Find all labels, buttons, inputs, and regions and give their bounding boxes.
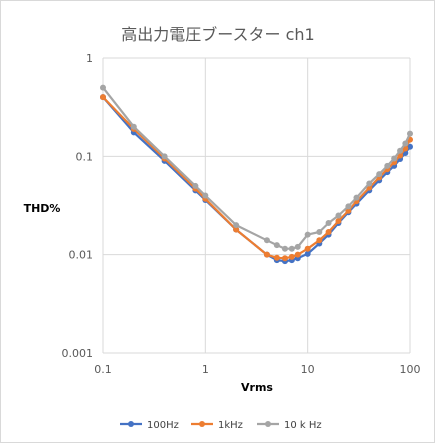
x-tick-label: 10	[301, 363, 315, 376]
data-point	[263, 237, 270, 244]
legend-marker	[199, 421, 205, 427]
y-axis-label: THD%	[24, 202, 61, 215]
legend-item: 1kHz	[191, 420, 243, 431]
legend-marker	[265, 421, 271, 427]
y-tick-label: 0.1	[76, 150, 94, 163]
x-axis-label: Vrms	[241, 381, 273, 394]
data-point	[335, 212, 342, 219]
data-point	[281, 255, 288, 262]
data-point	[304, 250, 311, 257]
data-point	[273, 254, 280, 261]
series-line	[102, 96, 411, 263]
legend-item: 10 k Hz	[257, 420, 322, 431]
data-point	[100, 84, 106, 91]
y-tick-label: 1	[86, 52, 93, 65]
data-point	[391, 155, 398, 162]
x-tick-label: 100	[400, 363, 421, 376]
data-point	[288, 245, 295, 252]
series-line	[102, 86, 411, 250]
data-point	[316, 229, 323, 236]
y-axis-ticks: 0.001 0.01 0.1 1	[62, 52, 94, 360]
series-1	[100, 94, 413, 265]
legend-item: 100Hz	[120, 420, 179, 431]
data-point	[202, 192, 209, 199]
data-point	[325, 229, 332, 236]
legend-label: 100Hz	[147, 420, 179, 431]
legend-label: 1kHz	[218, 420, 243, 431]
data-point	[273, 242, 280, 249]
x-axis-ticks: 0.1 1 10 100	[94, 363, 420, 376]
data-point	[233, 226, 240, 233]
data-point	[281, 245, 288, 252]
data-point	[100, 94, 106, 101]
data-point	[407, 130, 413, 137]
data-point	[407, 143, 413, 150]
data-point	[376, 171, 383, 178]
legend: 100Hz 1kHz 10 k Hz	[120, 420, 322, 431]
data-point	[294, 251, 301, 258]
data-point	[325, 219, 332, 226]
data-point	[397, 147, 404, 154]
data-point	[335, 217, 342, 224]
series-group	[100, 84, 413, 265]
chart-title: 高出力電圧ブースター ch1	[121, 25, 314, 44]
series-3	[100, 84, 413, 252]
data-point	[294, 243, 301, 250]
data-point	[353, 194, 360, 201]
legend-marker	[128, 421, 134, 427]
data-point	[366, 180, 373, 187]
data-point	[345, 203, 352, 210]
y-tick-label: 0.001	[62, 347, 94, 360]
data-point	[304, 231, 311, 238]
data-point	[384, 162, 391, 169]
data-point	[263, 251, 270, 258]
x-tick-label: 1	[202, 363, 209, 376]
data-point	[130, 123, 137, 130]
data-point	[288, 253, 295, 260]
data-point	[316, 237, 323, 244]
gridlines	[102, 57, 411, 354]
data-point	[402, 140, 409, 147]
data-point	[233, 222, 240, 229]
data-point	[192, 182, 199, 189]
legend-label: 10 k Hz	[284, 420, 322, 431]
data-point	[161, 153, 168, 160]
x-tick-label: 0.1	[94, 363, 112, 376]
y-tick-label: 0.01	[69, 249, 94, 262]
data-point	[304, 245, 311, 252]
